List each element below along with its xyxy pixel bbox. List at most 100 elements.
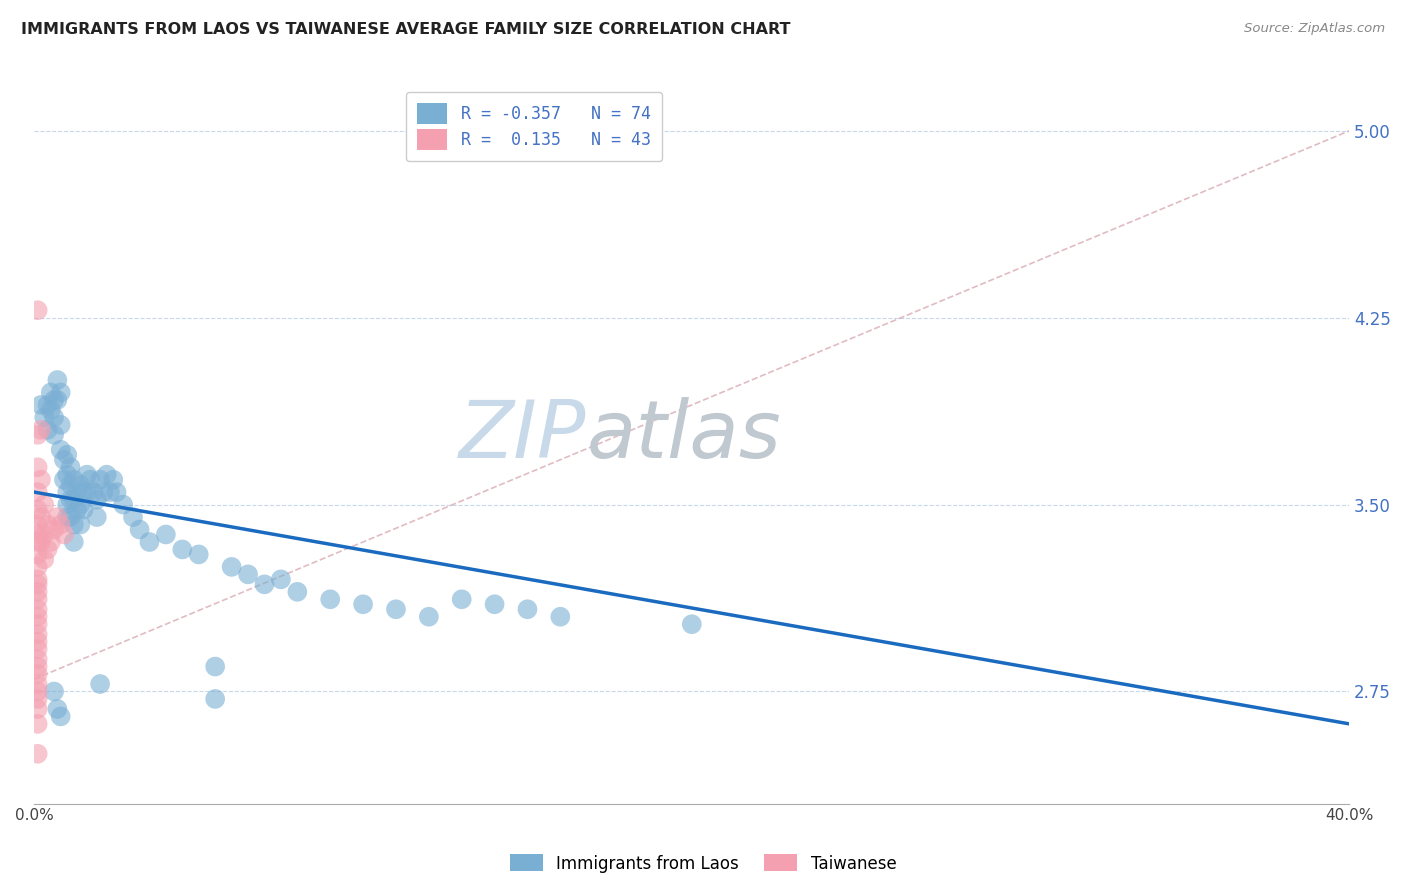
Point: [418, 609, 440, 624]
Text: IMMIGRANTS FROM LAOS VS TAIWANESE AVERAGE FAMILY SIZE CORRELATION CHART: IMMIGRANTS FROM LAOS VS TAIWANESE AVERAG…: [21, 22, 790, 37]
Point: [27, 548, 49, 562]
Point: [79, 473, 101, 487]
Point: [37, 398, 59, 412]
Point: [49, 709, 72, 723]
Point: [59, 492, 82, 507]
Point: [27, 572, 49, 586]
Point: [27, 527, 49, 541]
Point: [89, 677, 111, 691]
Point: [49, 385, 72, 400]
Point: [86, 492, 108, 507]
Point: [63, 473, 86, 487]
Point: [27, 502, 49, 516]
Point: [89, 473, 111, 487]
Point: [39, 403, 62, 417]
Point: [46, 373, 69, 387]
Point: [56, 510, 79, 524]
Point: [56, 485, 79, 500]
Point: [52, 473, 75, 487]
Point: [59, 460, 82, 475]
Point: [32, 498, 55, 512]
Point: [32, 552, 55, 566]
Point: [69, 498, 91, 512]
Point: [30, 510, 52, 524]
Point: [352, 597, 374, 611]
Point: [204, 659, 226, 673]
Point: [103, 473, 125, 487]
Point: [27, 485, 49, 500]
Point: [27, 560, 49, 574]
Point: [69, 517, 91, 532]
Legend: Immigrants from Laos, Taiwanese: Immigrants from Laos, Taiwanese: [503, 847, 903, 880]
Text: ZIP: ZIP: [460, 397, 586, 475]
Point: [76, 485, 98, 500]
Point: [681, 617, 703, 632]
Point: [49, 517, 72, 532]
Point: [385, 602, 408, 616]
Point: [49, 442, 72, 457]
Point: [236, 567, 259, 582]
Point: [27, 684, 49, 698]
Point: [112, 498, 135, 512]
Point: [32, 410, 55, 425]
Point: [105, 485, 128, 500]
Point: [550, 609, 572, 624]
Point: [128, 523, 150, 537]
Point: [69, 477, 91, 491]
Point: [27, 747, 49, 761]
Point: [172, 542, 194, 557]
Point: [27, 427, 49, 442]
Point: [93, 485, 115, 500]
Point: [270, 572, 292, 586]
Point: [27, 627, 49, 641]
Point: [73, 502, 96, 516]
Point: [42, 523, 65, 537]
Point: [27, 667, 49, 681]
Point: [63, 517, 86, 532]
Point: [30, 423, 52, 437]
Point: [27, 602, 49, 616]
Point: [27, 617, 49, 632]
Point: [76, 467, 98, 482]
Point: [46, 392, 69, 407]
Point: [66, 485, 89, 500]
Point: [138, 535, 160, 549]
Point: [516, 602, 538, 616]
Point: [30, 398, 52, 412]
Point: [39, 385, 62, 400]
Text: atlas: atlas: [586, 397, 782, 475]
Point: [27, 592, 49, 607]
Point: [32, 527, 55, 541]
Point: [52, 527, 75, 541]
Point: [56, 498, 79, 512]
Legend: R = -0.357   N = 74, R =  0.135   N = 43: R = -0.357 N = 74, R = 0.135 N = 43: [406, 92, 662, 161]
Point: [30, 535, 52, 549]
Point: [122, 510, 145, 524]
Point: [27, 702, 49, 716]
Point: [155, 527, 177, 541]
Point: [319, 592, 342, 607]
Point: [27, 303, 49, 318]
Point: [253, 577, 276, 591]
Point: [42, 684, 65, 698]
Point: [56, 467, 79, 482]
Point: [30, 473, 52, 487]
Point: [27, 659, 49, 673]
Point: [37, 423, 59, 437]
Point: [98, 485, 121, 500]
Point: [221, 560, 243, 574]
Point: [73, 485, 96, 500]
Point: [59, 510, 82, 524]
Point: [27, 642, 49, 657]
Point: [46, 510, 69, 524]
Point: [42, 427, 65, 442]
Point: [27, 535, 49, 549]
Point: [96, 467, 118, 482]
Point: [49, 417, 72, 432]
Point: [27, 692, 49, 706]
Point: [56, 448, 79, 462]
Point: [46, 702, 69, 716]
Point: [484, 597, 506, 611]
Point: [27, 609, 49, 624]
Point: [42, 392, 65, 407]
